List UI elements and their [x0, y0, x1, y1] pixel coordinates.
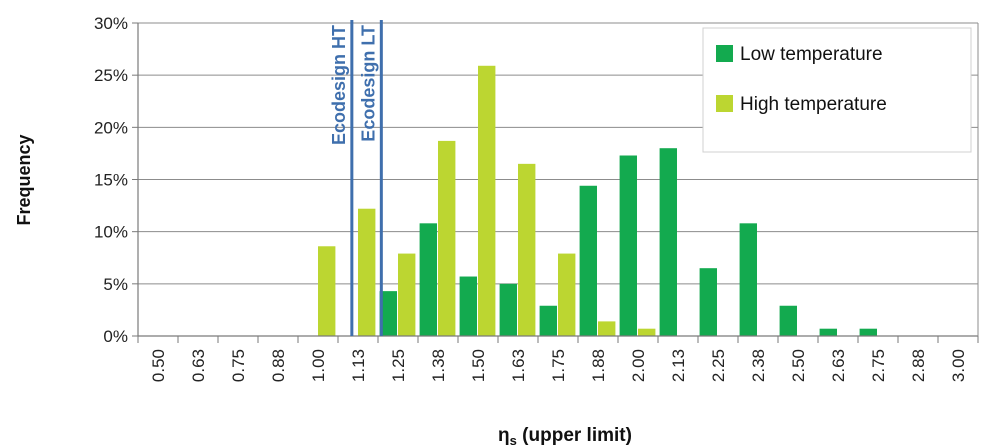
x-tick-label: 2.13 [669, 349, 688, 382]
reference-line-label: Ecodesign LT [358, 25, 378, 142]
x-tick-label: 0.63 [189, 349, 208, 382]
y-tick-label: 15% [94, 171, 128, 190]
bar-low-temperature [459, 276, 477, 336]
x-tick-label: 2.75 [869, 349, 888, 382]
x-axis-label-subscript: s [510, 433, 517, 448]
x-tick-label: 1.13 [349, 349, 368, 382]
x-tick-label: 2.88 [909, 349, 928, 382]
x-tick-label: 2.50 [789, 349, 808, 382]
axes [132, 22, 979, 343]
x-tick-label: 1.88 [589, 349, 608, 382]
y-tick-label: 5% [103, 275, 128, 294]
bar-low-temperature [499, 283, 517, 336]
bar-high-temperature [438, 140, 456, 336]
x-tick-label: 1.25 [389, 349, 408, 382]
bar-low-temperature [779, 305, 797, 336]
x-tick-label: 1.00 [309, 349, 328, 382]
y-tick-label: 0% [103, 327, 128, 346]
y-tick-label: 25% [94, 66, 128, 85]
y-tick-label: 10% [94, 223, 128, 242]
bar-high-temperature [318, 246, 336, 336]
bar-high-temperature [598, 321, 616, 336]
x-tick-label: 0.88 [269, 349, 288, 382]
legend: Low temperature High temperature [702, 27, 972, 153]
x-tick-label: 3.00 [949, 349, 968, 382]
legend-label: High temperature [740, 94, 887, 115]
x-tick-label: 2.38 [749, 349, 768, 382]
x-tick-label: 1.63 [509, 349, 528, 382]
y-tick-label: 30% [94, 14, 128, 33]
x-axis-label-text: (upper limit) [517, 425, 632, 446]
bar-low-temperature [419, 223, 437, 336]
x-tick-label: 2.63 [829, 349, 848, 382]
x-tick-label: 2.00 [629, 349, 648, 382]
bar-low-temperature [619, 155, 637, 336]
bar-low-temperature [819, 328, 837, 336]
x-tick-label: 2.25 [709, 349, 728, 382]
bars [318, 65, 877, 336]
bar-low-temperature [859, 328, 877, 336]
bar-high-temperature [518, 163, 536, 336]
bar-high-temperature [638, 328, 656, 336]
bar-low-temperature [579, 185, 597, 336]
reference-lines: Ecodesign HT Ecodesign LT [329, 20, 383, 336]
bar-high-temperature [478, 65, 496, 336]
bar-high-temperature [358, 208, 376, 336]
bar-low-temperature [379, 291, 397, 336]
x-tick-labels: 0.50 0.63 0.75 0.88 1.00 1.13 1.25 1.38 1.50 1.63… [149, 349, 968, 382]
x-axis-label: ηs (upper limit) [498, 425, 632, 448]
gridlines [138, 22, 978, 285]
legend-box [702, 27, 972, 153]
bar-low-temperature [699, 268, 717, 336]
bar-high-temperature [558, 253, 576, 336]
legend-swatch [716, 45, 733, 62]
x-tick-label: 0.75 [229, 349, 248, 382]
x-tick-label: 1.38 [429, 349, 448, 382]
bar-low-temperature [659, 148, 677, 336]
bar-low-temperature [739, 223, 757, 336]
x-tick-label: 1.50 [469, 349, 488, 382]
reference-line-label: Ecodesign HT [329, 25, 349, 145]
y-tick-labels: 0% 5% 10% 15% 20% 25% 30% [94, 14, 128, 346]
x-tick-label: 1.75 [549, 349, 568, 382]
x-tick-label: 0.50 [149, 349, 168, 382]
legend-label: Low temperature [740, 44, 883, 65]
bar-low-temperature [539, 305, 557, 336]
y-axis-label: Frequency [14, 134, 34, 225]
y-tick-label: 20% [94, 118, 128, 137]
bar-high-temperature [398, 253, 416, 336]
legend-swatch [716, 95, 733, 112]
x-axis-label-symbol: η [498, 425, 510, 446]
